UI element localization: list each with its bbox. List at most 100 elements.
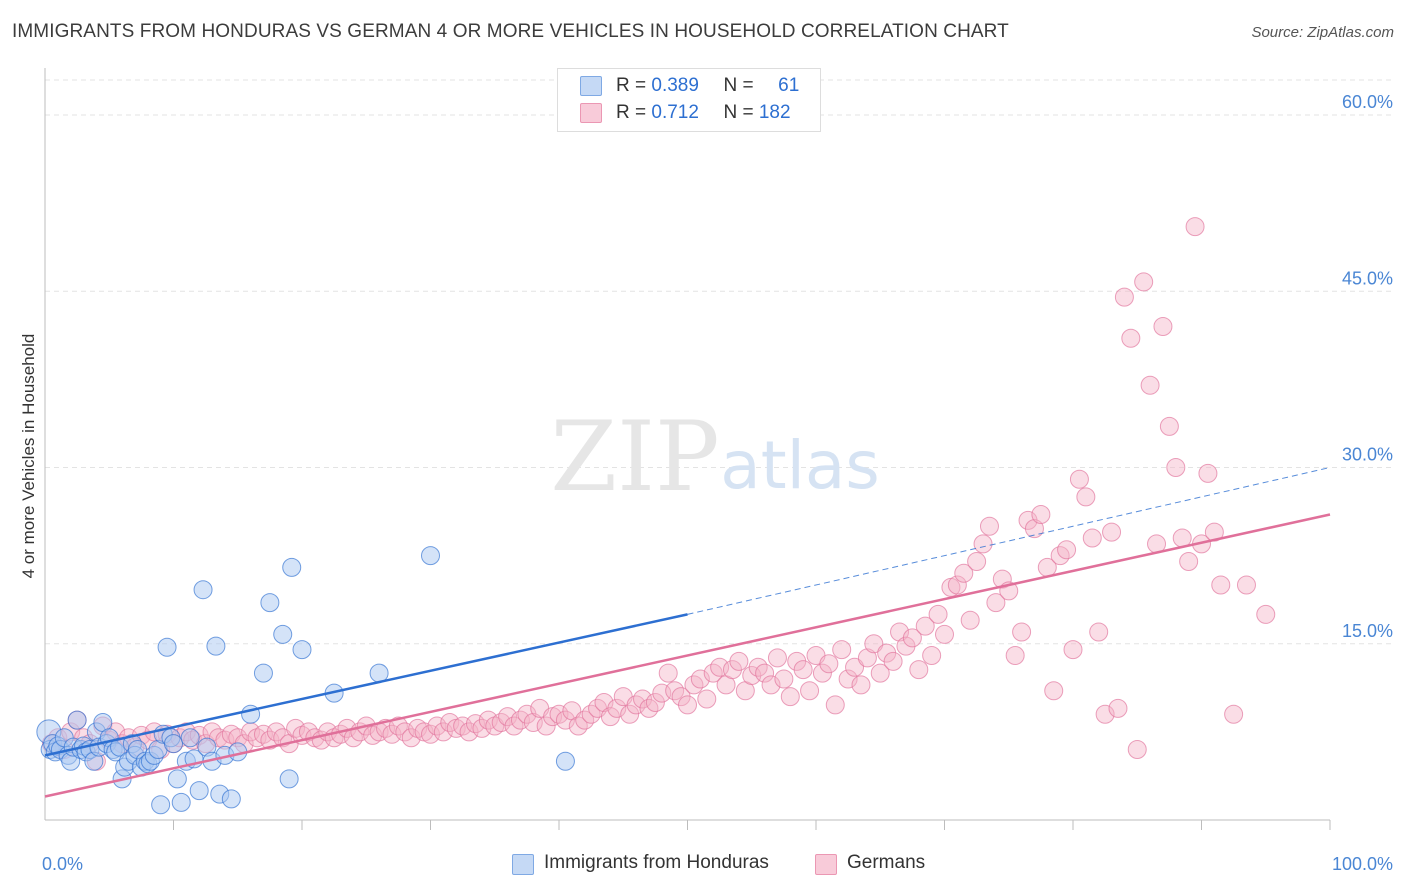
honduras-point [171, 792, 191, 812]
honduras-point [180, 728, 200, 748]
germans-point [433, 722, 453, 742]
germans-point [1134, 272, 1154, 292]
germans-point [902, 628, 922, 648]
germans-point [992, 569, 1012, 589]
legend-swatch-germans [580, 103, 602, 123]
germans-point [1095, 704, 1115, 724]
honduras-point [273, 624, 293, 644]
germans-point [1127, 740, 1147, 759]
series-label-honduras: Immigrants from Honduras [544, 852, 769, 873]
honduras-point [260, 593, 280, 613]
honduras-trend-line [44, 613, 688, 757]
germans-point [1114, 287, 1134, 307]
germans-point [909, 660, 929, 680]
legend-n-value: 61 [778, 75, 800, 96]
honduras-point [221, 789, 241, 809]
trend-lines [44, 467, 1331, 798]
honduras-point [555, 751, 575, 771]
germans-point [485, 716, 505, 736]
legend-r-label: R = [616, 75, 652, 96]
axes [44, 68, 1331, 830]
germans-point [697, 689, 717, 709]
y-tick-label: 45.0% [1342, 268, 1393, 288]
germans-point [922, 646, 942, 665]
germans-point [1005, 646, 1025, 665]
germans-point [1159, 416, 1179, 436]
germans-point [498, 707, 518, 727]
germans-point [408, 718, 428, 738]
honduras-point [282, 557, 302, 577]
germans-point [967, 552, 987, 571]
legend-r-label: R = [616, 102, 652, 123]
honduras-point [292, 640, 312, 660]
germans-point [890, 622, 910, 642]
series-swatch-germans [815, 854, 837, 875]
germans-point [819, 654, 839, 674]
germans-point [1082, 528, 1102, 548]
y-tick-label: 60.0% [1342, 92, 1393, 112]
germans-point [1108, 698, 1128, 718]
chart-title: IMMIGRANTS FROM HONDURAS VS GERMAN 4 OR … [12, 21, 1009, 42]
germans-point [607, 698, 627, 718]
germans-point [1063, 640, 1083, 660]
germans-point [870, 663, 890, 683]
x-tick-label-max: 100.0% [1332, 854, 1393, 874]
germans-point [523, 712, 543, 732]
germans-point [1024, 519, 1044, 539]
legend-n-label: N = [723, 75, 759, 96]
germans-point [1121, 328, 1141, 348]
germans-point [1140, 375, 1160, 395]
honduras-point [253, 663, 273, 683]
germans-point [555, 710, 575, 730]
legend-r-value: 0.712 [651, 102, 699, 123]
germans-point [774, 669, 794, 689]
honduras-points [36, 546, 575, 815]
germans-point [935, 624, 954, 644]
source-label: Source: ZipAtlas.com [1251, 24, 1394, 41]
germans-point [729, 651, 749, 671]
germans-point [1236, 575, 1256, 595]
germans-point [915, 616, 935, 636]
honduras-point [167, 769, 187, 789]
series-label-germans: Germans [847, 852, 926, 873]
germans-point [973, 534, 993, 554]
legend-r-value: 0.389 [651, 75, 699, 96]
germans-point [221, 724, 241, 744]
legend-swatch-honduras [580, 76, 602, 96]
germans-point [960, 610, 980, 630]
germans-point [825, 695, 845, 715]
germans-point [1102, 522, 1122, 542]
germans-point [947, 575, 967, 595]
germans-point [1256, 604, 1276, 624]
germans-point [832, 640, 852, 660]
honduras-point [157, 637, 177, 657]
germans-point [1057, 540, 1077, 560]
y-tick-label: 15.0% [1342, 621, 1393, 641]
tick-labels: 15.0% 30.0% 45.0% 60.0% 0.0% 100.0% [42, 92, 1393, 874]
germans-point [1185, 217, 1205, 237]
germans-points [41, 217, 1276, 771]
germans-point [1069, 469, 1089, 489]
honduras-point [164, 734, 183, 754]
germans-point [954, 563, 974, 583]
germans-point [883, 651, 903, 671]
germans-point [1153, 317, 1173, 336]
honduras-point [279, 769, 299, 789]
germans-point [838, 669, 858, 689]
honduras-point [189, 781, 209, 801]
honduras-point [151, 795, 171, 815]
germans-point [1076, 487, 1096, 507]
legend-n-value: 182 [758, 102, 791, 123]
germans-point [864, 634, 884, 654]
watermark: ZIP atlas [550, 401, 879, 513]
germans-point [1179, 552, 1199, 571]
germans-point [845, 657, 865, 677]
germans-trend-line [44, 513, 1331, 798]
germans-point [1198, 463, 1218, 483]
watermark-atlas: atlas [720, 427, 880, 504]
germans-point [594, 693, 614, 712]
y-tick-label: 30.0% [1342, 445, 1393, 465]
germans-point [979, 516, 999, 536]
germans-point [928, 604, 948, 624]
